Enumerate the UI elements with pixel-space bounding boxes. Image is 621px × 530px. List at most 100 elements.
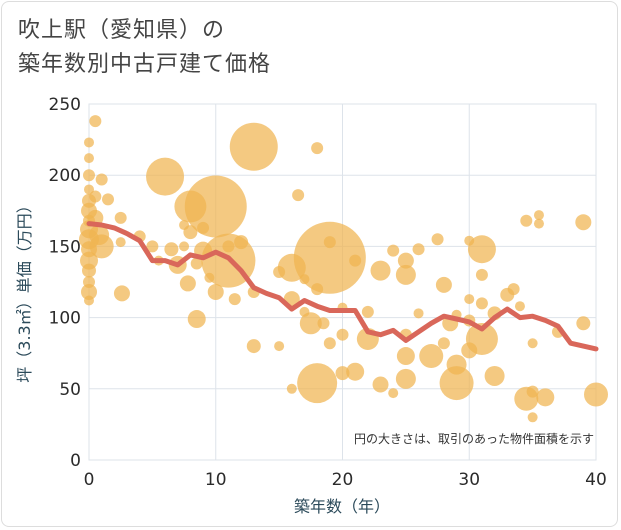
bubble-point — [179, 241, 190, 252]
bubble-point — [323, 236, 336, 249]
bubble-point — [484, 365, 505, 386]
bubble-point — [222, 240, 235, 253]
bubble-point — [527, 412, 538, 423]
bubble-point — [439, 366, 474, 401]
bubble-point — [207, 283, 224, 300]
x-tick-label: 10 — [205, 470, 227, 490]
bubble-point — [83, 169, 95, 182]
bubble-point — [346, 362, 365, 381]
bubble-point — [164, 242, 179, 257]
bubble-point — [113, 285, 130, 302]
axes: 0 10 20 30 40 0 50 100 150 200 250 — [49, 95, 607, 490]
y-tick-label: 0 — [70, 451, 81, 471]
bubble-point — [370, 260, 391, 281]
bubble-point — [335, 366, 350, 381]
bubble-point — [114, 211, 127, 224]
y-tick-label: 100 — [49, 309, 81, 329]
bubble-point — [507, 283, 520, 296]
bubble-point — [584, 382, 608, 407]
bubble-point — [395, 264, 416, 285]
bubble-point — [465, 322, 498, 355]
bubble-point — [89, 190, 102, 203]
bubble-point — [89, 234, 114, 259]
bubble-series — [79, 115, 608, 423]
y-tick-label: 50 — [59, 380, 81, 400]
bubble-point — [413, 308, 424, 319]
x-tick-label: 0 — [84, 470, 95, 490]
bubble-point — [84, 137, 94, 148]
chart-title: 吹上駅（愛知県）の 築年数別中古戸建て価格 — [18, 14, 271, 82]
bubble-point — [293, 221, 366, 294]
bubble-point — [419, 344, 444, 369]
bubble-point — [311, 142, 324, 155]
bubble-point — [323, 337, 336, 350]
bubble-point — [475, 268, 488, 281]
bubble-point — [527, 338, 538, 349]
bubble-point — [292, 189, 305, 202]
bubble-point — [179, 275, 196, 292]
y-axis-title: 坪（3.3㎡）単価（万円） — [15, 197, 34, 382]
bubble-point — [89, 115, 102, 128]
bubble-point — [520, 214, 533, 227]
bubble-point — [437, 337, 450, 350]
average-price-line — [86, 221, 599, 352]
bubble-point — [533, 218, 544, 229]
bubble-point — [95, 173, 108, 186]
bubble-point — [183, 225, 198, 240]
bubble-point — [234, 235, 249, 250]
bubble-point — [387, 244, 400, 257]
bubble-point — [533, 210, 544, 221]
x-tick-label: 40 — [585, 470, 607, 490]
bubble-size-note: 円の大きさは、取引のあった物件面積を示す — [354, 431, 594, 446]
bubble-point — [84, 295, 94, 306]
bubble-point — [536, 388, 555, 407]
bubble-point — [84, 153, 94, 164]
bubble-point — [115, 237, 126, 248]
x-tick-label: 30 — [458, 470, 480, 490]
bubble-point — [299, 312, 322, 335]
bubble-point — [274, 341, 285, 352]
title-line-2: 築年数別中古戸建て価格 — [18, 52, 272, 77]
x-axis-title: 築年数（年） — [294, 497, 390, 516]
bubble-point — [467, 235, 496, 264]
bubble-point — [397, 252, 414, 269]
bubble-point — [435, 276, 452, 293]
bubble-point — [146, 157, 185, 196]
bubble-point — [187, 310, 206, 329]
average-line — [86, 221, 599, 352]
y-tick-label: 200 — [49, 166, 81, 186]
bubble-point — [575, 214, 592, 231]
x-tick-label: 20 — [332, 470, 354, 490]
bubble-point — [388, 388, 399, 399]
title-line-1: 吹上駅（愛知県）の — [18, 18, 226, 43]
bubble-point — [246, 339, 261, 354]
bubble-point — [395, 368, 416, 389]
bubble-point — [431, 233, 444, 246]
bubble-point — [576, 316, 591, 331]
bubble-point — [336, 328, 349, 341]
bubble-point — [146, 240, 159, 253]
bubble-point — [372, 376, 389, 393]
bubble-point — [526, 385, 539, 398]
bubble-point — [184, 175, 247, 238]
bubble-point — [475, 297, 488, 310]
bubble-point — [81, 283, 97, 300]
bubble-point — [84, 184, 94, 195]
bubble-point — [317, 317, 330, 330]
bubble-point — [190, 257, 203, 270]
y-tick-label: 250 — [49, 95, 81, 115]
bubble-point — [412, 243, 425, 256]
bubble-point — [297, 363, 338, 404]
bubble-point — [361, 305, 374, 318]
bubble-point — [464, 294, 475, 305]
bubble-point — [286, 383, 297, 394]
bubble-point — [229, 122, 278, 171]
bubble-point — [82, 263, 96, 278]
y-tick-label: 150 — [49, 237, 81, 257]
bubble-point — [80, 251, 98, 270]
bubble-point — [396, 347, 415, 366]
bubble-point — [349, 254, 362, 267]
bubble-point — [514, 301, 525, 312]
bubble-point — [228, 293, 241, 306]
